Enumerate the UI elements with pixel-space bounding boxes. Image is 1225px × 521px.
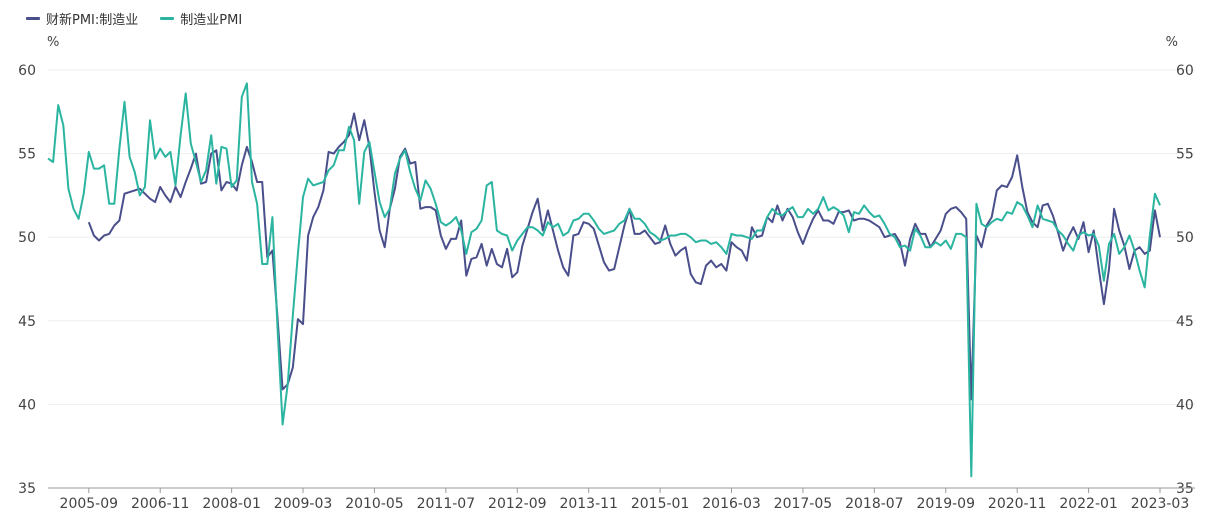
y-tick-right: 60	[1176, 63, 1194, 79]
y-tick-left: 45	[18, 314, 36, 330]
legend: 财新PMI:制造业 制造业PMI	[26, 8, 242, 28]
series-line-1[interactable]	[47, 82, 1161, 478]
x-tick-label: 2013-11	[559, 496, 618, 512]
y-tick-left: 40	[18, 397, 36, 413]
legend-label-nbs: 制造业PMI	[180, 12, 243, 28]
y-axis-ticks: 60 60 55 55 50 50 45 45 40 40 35 35	[18, 63, 1194, 497]
x-tick-label: 2005-09	[60, 496, 119, 512]
y-tick-left: 50	[18, 230, 36, 246]
x-tick-label: 2012-09	[488, 496, 547, 512]
x-tick-label: 2009-03	[274, 496, 333, 512]
x-tick-label: 2023-03	[1131, 496, 1190, 512]
y-tick-right: 55	[1176, 147, 1194, 163]
gridlines	[48, 69, 1195, 489]
y-tick-right: 40	[1176, 397, 1194, 413]
x-tick-label: 2017-05	[774, 496, 833, 512]
y-tick-right: 50	[1176, 230, 1194, 246]
x-tick-label: 2016-03	[702, 496, 761, 512]
y-axis-unit-left: %	[47, 35, 59, 50]
x-tick-label: 2015-01	[631, 496, 690, 512]
x-tick-label: 2006-11	[131, 496, 190, 512]
legend-swatch-nbs	[160, 16, 175, 20]
x-tick-label: 2020-11	[988, 496, 1047, 512]
series-lines	[47, 82, 1161, 478]
x-tick-label: 2022-01	[1059, 496, 1118, 512]
x-axis: 2005-09 2006-11 2008-01 2009-03 2010-05 2011-…	[48, 487, 1195, 512]
legend-item-caixin[interactable]: 财新PMI:制造业	[26, 9, 138, 28]
legend-item-nbs[interactable]: 制造业PMI	[160, 9, 242, 28]
y-tick-right: 45	[1176, 314, 1194, 330]
x-tick-label: 2018-07	[845, 496, 904, 512]
y-tick-left: 35	[18, 481, 36, 497]
x-tick-label: 2011-07	[417, 496, 476, 512]
y-tick-right: 35	[1176, 481, 1194, 497]
x-tick-label: 2010-05	[345, 496, 404, 512]
y-tick-left: 60	[18, 63, 36, 79]
y-tick-left: 55	[18, 147, 36, 163]
x-tick-label: 2008-01	[202, 496, 261, 512]
legend-label-caixin: 财新PMI:制造业	[46, 12, 139, 28]
series-line-0[interactable]	[87, 112, 1161, 401]
y-axis-unit-right: %	[1166, 35, 1178, 50]
x-tick-label: 2019-09	[917, 496, 976, 512]
legend-swatch-caixin	[26, 16, 40, 20]
